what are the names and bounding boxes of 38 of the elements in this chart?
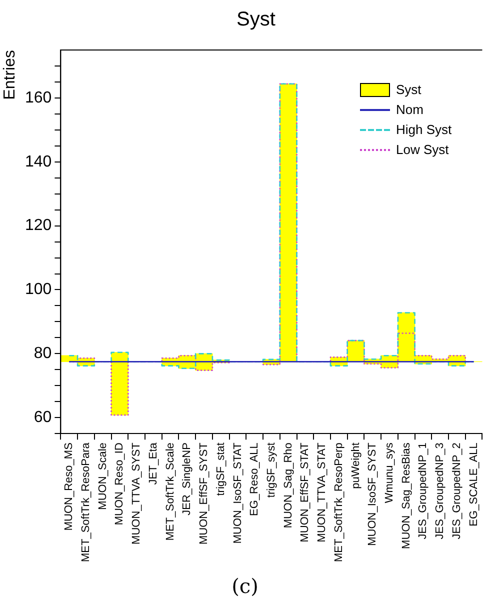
x-tick-label: JER_SingleNP (181, 442, 194, 516)
x-tick-label: JET_Eta (147, 442, 160, 485)
x-tick-label: MUON_EffSF_SYST (198, 442, 210, 544)
text: (c) (230, 574, 260, 598)
x-tick-label: MET_SoftTrk_ResoPerp (332, 442, 345, 562)
x-tick-label: MUON_Reso_MS (63, 442, 76, 531)
x-tick-label: MUON_Scale (96, 442, 109, 510)
x-tick-label: MET_SoftTrk_ResoPara (80, 442, 92, 562)
y-tick-label: 120 (24, 217, 52, 234)
x-tick-label: EG_SCALE_ALL (468, 442, 480, 526)
x-tick-label: JES_GroupedNP_2 (450, 442, 463, 540)
y-tick-label: 100 (24, 281, 52, 298)
legend-label: Nom (396, 101, 424, 119)
x-tick-label: MUON_Sag_Rho (282, 442, 294, 528)
x-tick-label: MUON_IsoSF_STAT (232, 442, 244, 544)
legend-label: Low Syst (396, 141, 449, 159)
x-tick-label: trigSF_syst (265, 442, 278, 498)
x-tick-label: Wmunu_sys (384, 442, 396, 504)
x-tick-label: puWeight (350, 442, 362, 489)
x-tick-label: MUON_TTVA_SYST (130, 442, 143, 544)
x-tick-label: MUON_IsoSF_SYST (366, 442, 379, 546)
y-tick-label: 160 (24, 89, 52, 106)
x-tick-label: MUON_TTVA_STAT (316, 442, 328, 542)
x-tick-label: MUON_Sag_ResBias (400, 442, 412, 549)
x-tick-label: MET_SoftTrk_Scale (164, 442, 176, 541)
x-tick-label: JES_GroupedNP_1 (417, 442, 430, 540)
y-tick-label: 60 (34, 409, 52, 426)
y-axis-title: Entries (1, 50, 18, 100)
x-tick-label: JES_GroupedNP_3 (434, 442, 446, 540)
x-tick-label: MUON_EffSF_STAT (299, 442, 312, 542)
legend-label: Syst (396, 81, 422, 99)
x-tick-label: trigSF_stat (214, 442, 227, 496)
y-tick-label: 80 (34, 345, 52, 362)
legend-label: High Syst (396, 121, 452, 139)
x-tick-label: EG_Reso_ALL (248, 442, 261, 516)
y-tick-label: 140 (24, 153, 52, 170)
chart-title: Syst (236, 8, 276, 31)
x-tick-label: MUON_Reso_ID (114, 442, 126, 526)
